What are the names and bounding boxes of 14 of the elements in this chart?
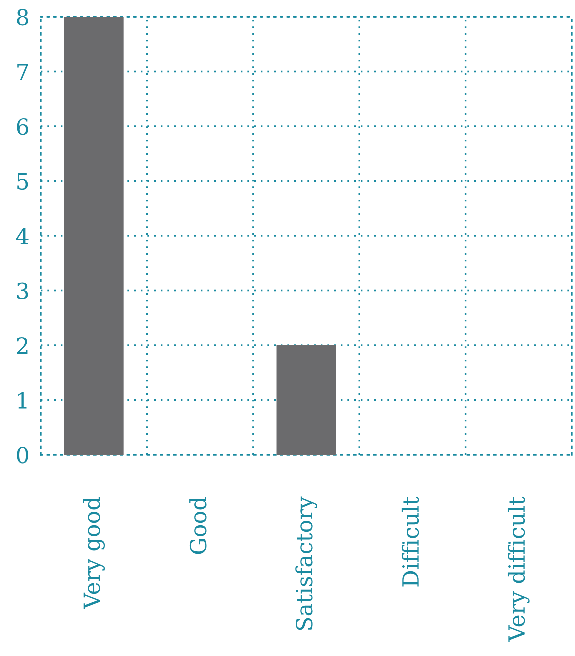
x-tick-label: Good: [190, 497, 207, 554]
y-tick-label: 8: [17, 8, 28, 26]
y-tick-label: 3: [17, 282, 28, 300]
y-tick-label: 1: [18, 392, 27, 409]
y-tick-label: 5: [18, 173, 28, 190]
y-tick-label: 2: [17, 337, 28, 354]
x-tick-label: Satisfactory: [296, 496, 318, 630]
x-tick-label: Very difficult: [508, 496, 530, 642]
y-tick-label: 4: [16, 228, 29, 244]
y-tick-label: 0: [17, 446, 28, 464]
y-tick-label: 6: [17, 118, 28, 136]
x-tick-label: Very good: [83, 497, 106, 610]
x-tick-label: Difficult: [402, 496, 420, 587]
y-tick-label: 7: [18, 64, 28, 80]
